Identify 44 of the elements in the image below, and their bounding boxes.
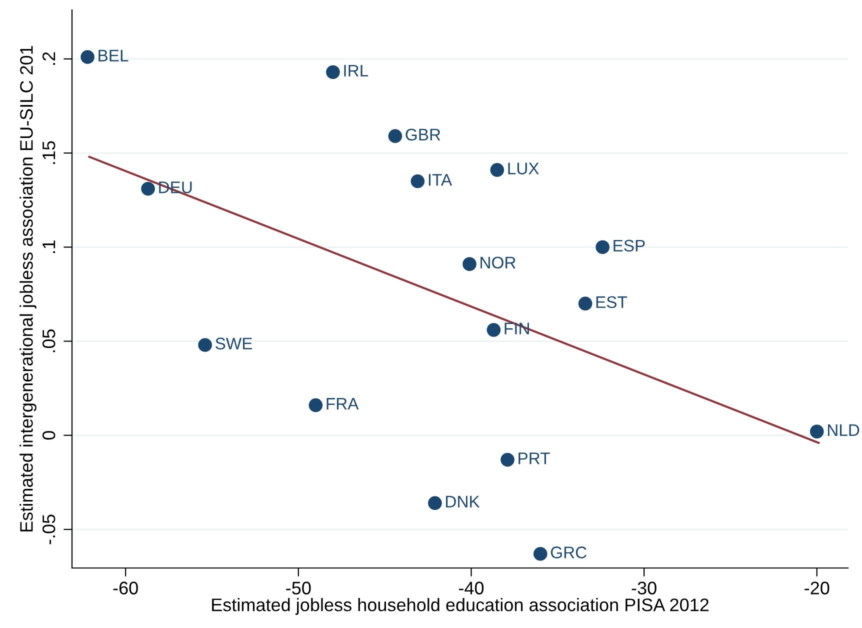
point: [578, 296, 592, 310]
y-tick-label: .05: [42, 329, 56, 352]
point: [500, 452, 514, 467]
annotation: ITA: [428, 174, 452, 186]
annotation: EST: [596, 296, 628, 308]
y-tick-label: .1: [42, 240, 56, 254]
point: [326, 65, 340, 80]
annotation: BEL: [98, 50, 128, 62]
x-tick-label: -20: [804, 582, 830, 594]
y-tick-label: -.05: [42, 514, 56, 544]
point: [486, 323, 501, 337]
point: [141, 182, 155, 196]
y-tick-label: 0: [42, 431, 56, 440]
x-axis-title: Estimated jobless household education association PISA 2012: [212, 598, 709, 615]
x-tick-label: -30: [632, 582, 656, 594]
annotation: NOR: [480, 256, 516, 269]
x-tick-label: -50: [286, 582, 311, 594]
point: [596, 240, 610, 254]
annotation: FRA: [326, 398, 359, 410]
annotation: ESP: [614, 240, 645, 252]
x-tick-label: -60: [113, 582, 138, 594]
point: [198, 338, 212, 352]
annotation: LUX: [508, 162, 539, 174]
annotation: NLD: [828, 424, 860, 436]
y-tick-label: .2: [42, 52, 56, 65]
x-tick-label: -40: [458, 582, 484, 594]
point: [388, 129, 402, 143]
y-axis-title: Estimated intergenerational jobless association EU-SILC 201: [20, 46, 36, 532]
point: [308, 398, 323, 412]
annotation: GRC: [550, 546, 586, 558]
annotation: IRL: [344, 64, 368, 76]
y-tick-label: .15: [42, 141, 56, 164]
annotation: SWE: [216, 338, 252, 350]
point: [462, 257, 476, 271]
point: [80, 50, 94, 64]
point: [490, 163, 504, 177]
point: [533, 546, 548, 561]
annotation: GBR: [406, 128, 440, 141]
annotation: PRT: [518, 452, 550, 464]
point: [810, 424, 824, 438]
point: [428, 496, 442, 510]
annotation: FIN: [504, 322, 529, 334]
point: [410, 174, 425, 188]
annotation: DNK: [446, 496, 480, 508]
